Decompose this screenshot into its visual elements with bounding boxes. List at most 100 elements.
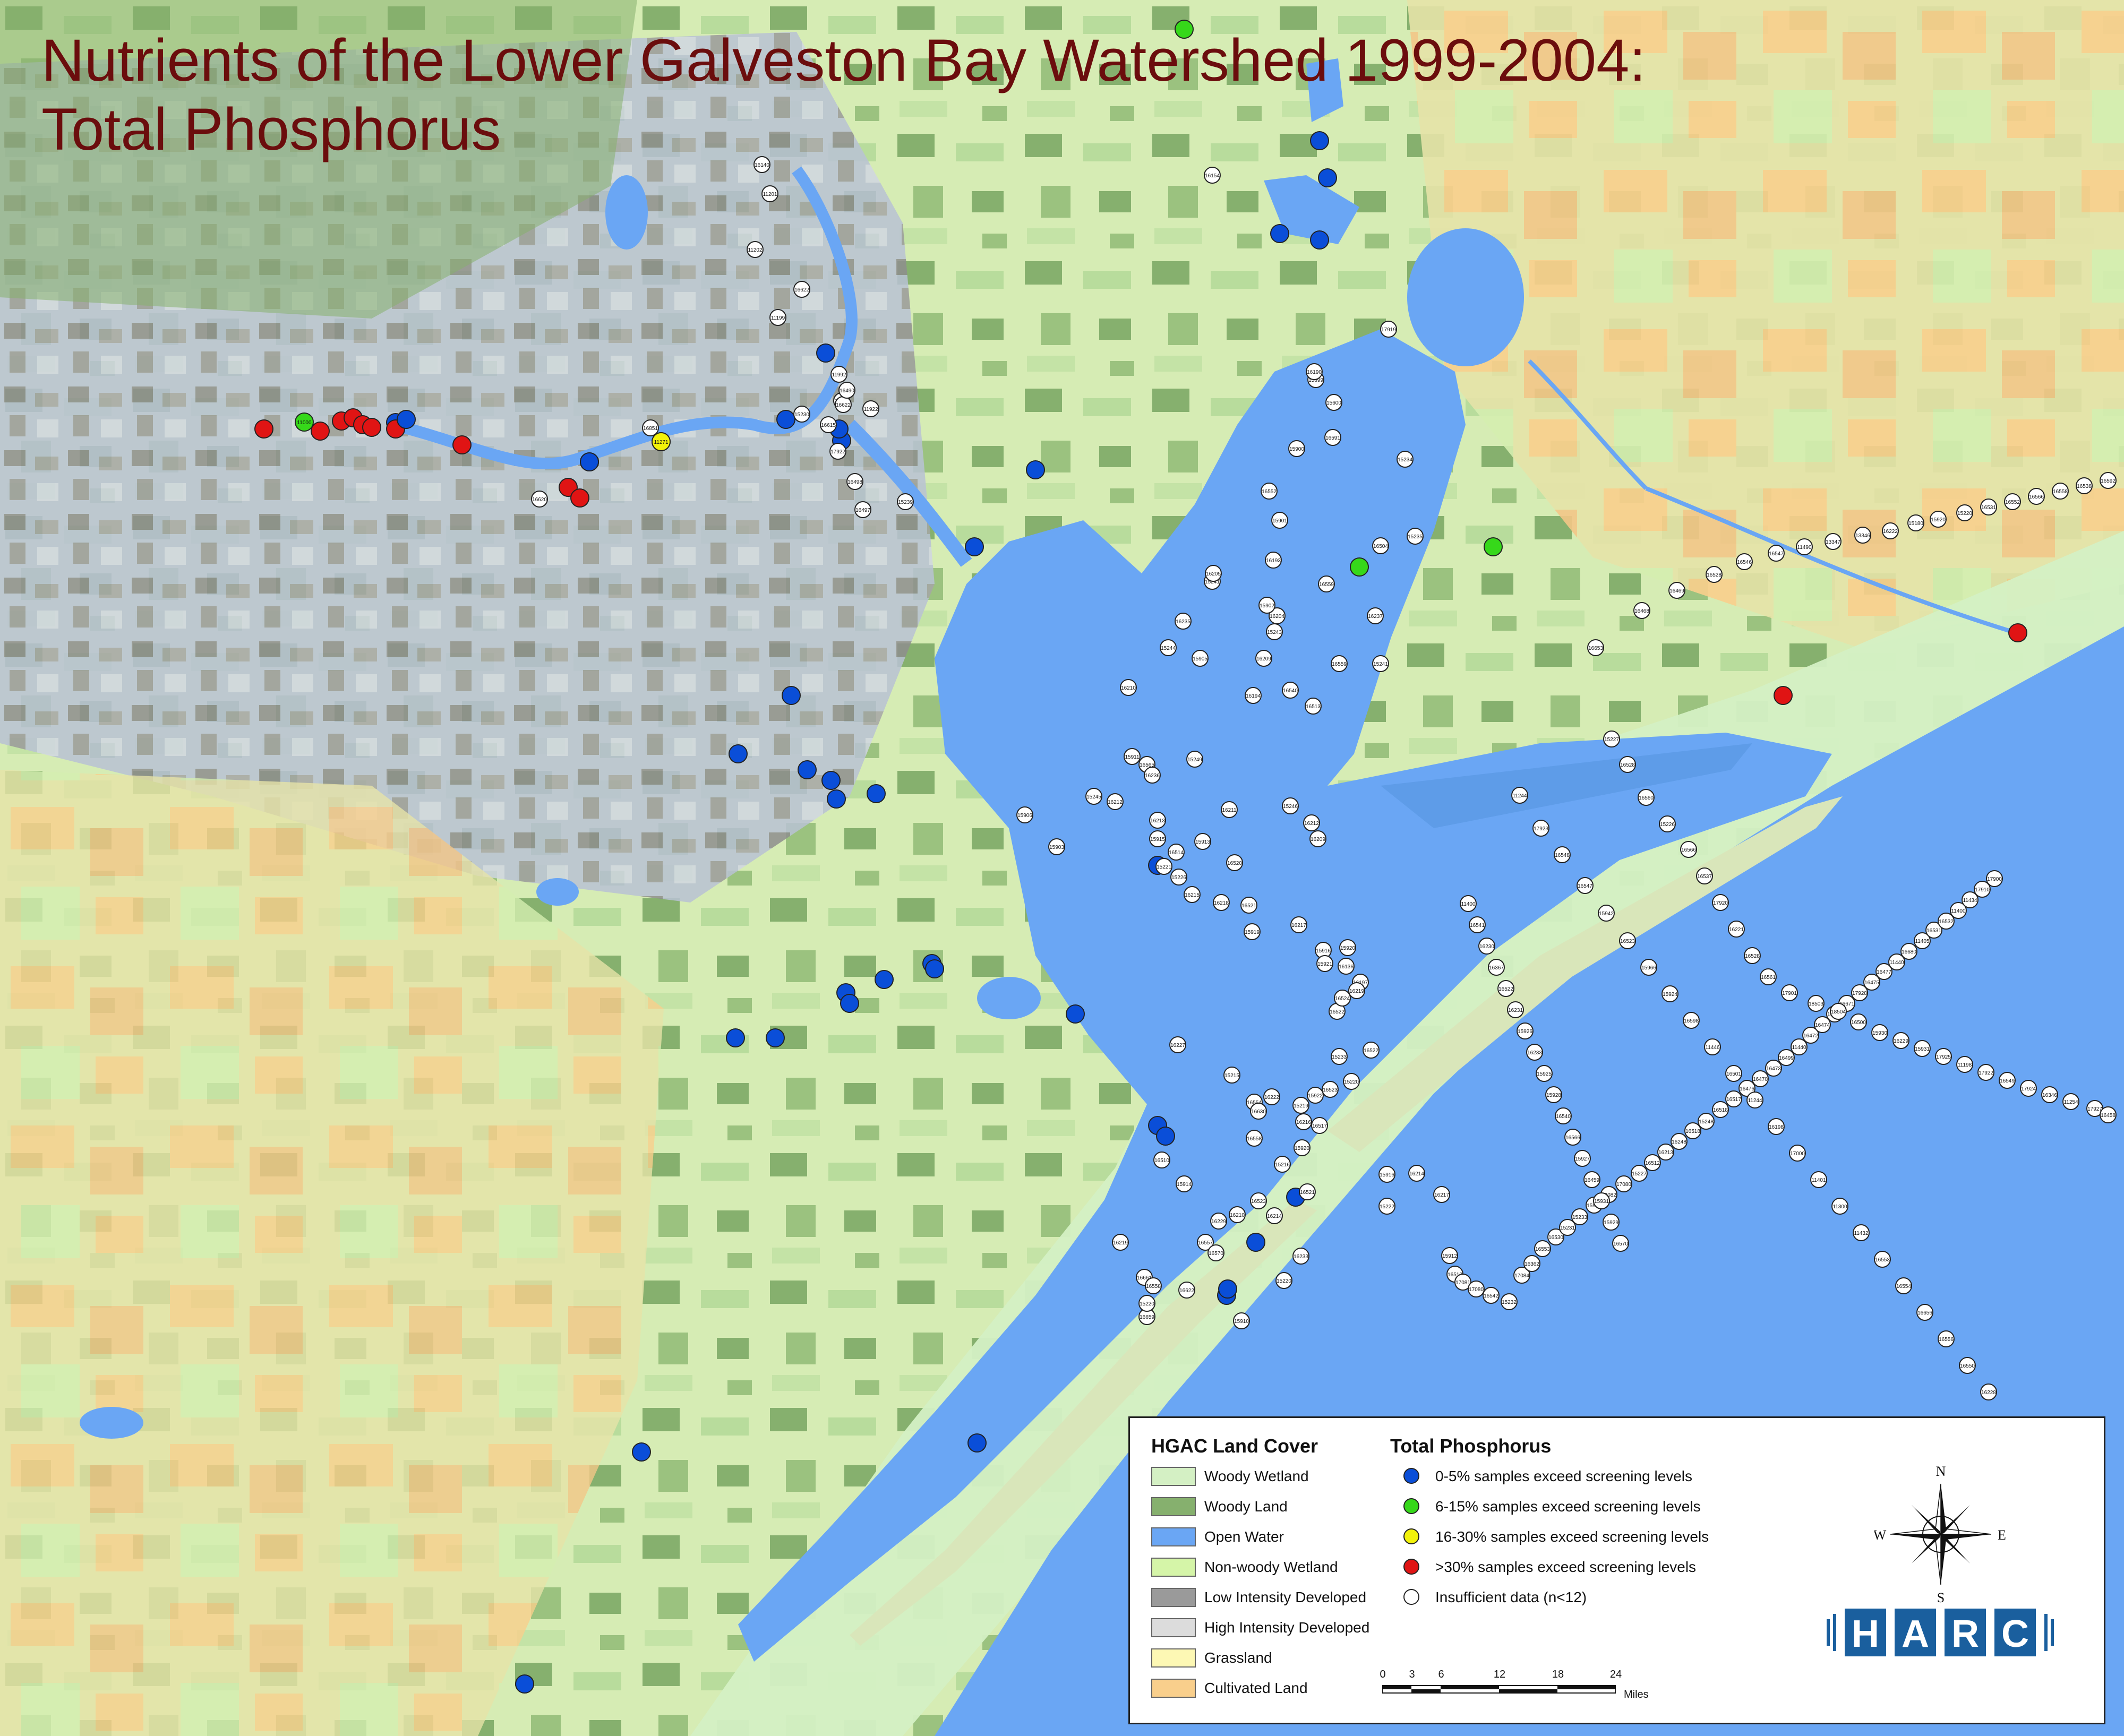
station-marker [821, 771, 841, 790]
station-dot-na [1547, 1228, 1564, 1245]
station-marker: 15928 [1545, 1086, 1562, 1103]
station-dot-na [1619, 756, 1636, 773]
station-id: 16193 [1266, 558, 1281, 564]
station-dot-na [1372, 537, 1389, 554]
station-id: 16210 [1121, 685, 1136, 691]
station-dot-na [1736, 553, 1753, 570]
station-marker [1774, 686, 1793, 705]
station-id: 18503 [1809, 1001, 1823, 1007]
station-marker: 16548 [1554, 846, 1571, 863]
station-id: 15919 [1245, 930, 1260, 935]
station-marker: 16500 [1850, 1013, 1867, 1030]
station-marker: 11254 [2062, 1093, 2079, 1110]
station-marker: 11434 [1962, 891, 1979, 908]
station-id: 17922 [830, 449, 845, 455]
station-dot-na [1292, 1248, 1309, 1265]
station-marker: 17922 [829, 443, 846, 460]
station-id: 16541 [1470, 923, 1485, 929]
station-marker: 11992 [830, 366, 847, 383]
station-dot-na [1830, 1003, 1847, 1020]
station-id: 16472 [1803, 1033, 1818, 1039]
station-dot-na [1250, 1103, 1267, 1120]
station-dot-na [1454, 1274, 1471, 1291]
station-dot-na [1210, 1213, 1227, 1230]
station-dot-na [1229, 1206, 1246, 1223]
station-dot-na [1306, 363, 1323, 380]
legend-label-open-water: Open Water [1204, 1528, 1284, 1545]
scale-bar [1382, 1685, 1616, 1694]
station-id: 16561 [1761, 975, 1776, 981]
station-id: 16248 [1672, 1139, 1686, 1145]
station-dot-na [1925, 922, 1942, 939]
station-dot-na [1938, 1330, 1955, 1347]
station-marker: 11202 [747, 241, 764, 258]
station-marker: 16514 [1168, 844, 1185, 861]
station-id: 11434 [1963, 898, 1977, 904]
scale-tick-12: 12 [1493, 1669, 1506, 1680]
station-dot-r0_5 [840, 994, 859, 1013]
station-dot-na [1282, 797, 1299, 814]
station-dot-r0_5 [1156, 1127, 1175, 1146]
station-dot-na [1698, 1113, 1715, 1130]
station-dot-na [1914, 932, 1931, 949]
station-dot-na [1888, 953, 1905, 970]
station-dot-na [1124, 748, 1141, 765]
station-marker: 15244 [1160, 639, 1177, 656]
station-marker [1175, 20, 1194, 39]
station-dot-na [1900, 943, 1917, 960]
station-marker: 16522 [1363, 1042, 1380, 1059]
station-dot-r0_5 [1026, 460, 1045, 479]
station-marker: 16346 [2041, 1086, 2058, 1103]
station-marker: 15925 [1536, 1065, 1553, 1082]
station-id: 11400 [1951, 908, 1966, 914]
station-dot-na [1914, 1040, 1931, 1057]
station-dot-na [1517, 1022, 1534, 1039]
station-id: 16537 [1697, 874, 1712, 880]
station-id: 16477 [1877, 969, 1891, 975]
station-id: 16198 [1769, 1124, 1784, 1130]
station-marker: 16622 [835, 396, 852, 413]
station-dot-na [1513, 1267, 1530, 1284]
station-marker: 16553 [1874, 1251, 1891, 1268]
station-id: 15930 [1872, 1030, 1887, 1036]
station-id: 15916 [1380, 1172, 1394, 1178]
station-marker: 16230 [1478, 938, 1495, 955]
station-id: 16547 [1769, 551, 1784, 557]
station-marker: 15929 [1603, 1214, 1620, 1231]
station-dot-na [1706, 566, 1723, 583]
station-marker [766, 1028, 785, 1047]
station-dot-na [1290, 916, 1307, 933]
station-dot-na [1789, 1145, 1806, 1162]
station-id: 17901 [1782, 991, 1797, 996]
station-id: 16217 [1434, 1192, 1449, 1198]
station-marker: 17924 [2020, 1080, 2037, 1097]
station-marker: 11244 [1511, 787, 1528, 804]
station-id: 15233 [1332, 1054, 1347, 1060]
station-marker: 16222 [1882, 522, 1899, 539]
station-marker: 16566 [1564, 1129, 1581, 1146]
station-marker: 17922 [1977, 1064, 1994, 1081]
station-marker: 15911 [1124, 748, 1141, 765]
compass-w: W [1874, 1527, 1887, 1543]
station-marker: 15902 [1258, 597, 1275, 614]
station-id: 16518 [1713, 1107, 1728, 1113]
station-dot-na [1325, 394, 1342, 411]
station-marker: 16566 [2028, 488, 2045, 505]
legend-swatch-low-intensity-developed [1151, 1588, 1196, 1607]
station-marker: 16233 [1292, 1248, 1309, 1265]
station-marker: 11201 [761, 185, 778, 202]
station-marker: 15903 [1048, 838, 1065, 855]
station-id: 15600 [1326, 400, 1341, 406]
station-dot-na [1615, 1175, 1632, 1192]
station-marker: 15922 [1307, 1087, 1324, 1104]
station-marker: 15916 [1378, 1166, 1395, 1183]
station-dot-na [1271, 512, 1288, 529]
station-marker [1310, 131, 1329, 150]
station-marker: 15243 [1266, 623, 1283, 640]
station-id: 15966 [1641, 965, 1656, 971]
station-dot-na [1266, 1207, 1283, 1224]
station-dot-na [1170, 869, 1187, 886]
station-marker: 16566 [1680, 841, 1697, 858]
station-id: 16215 [1185, 892, 1200, 898]
station-dot-na [1810, 1171, 1827, 1188]
